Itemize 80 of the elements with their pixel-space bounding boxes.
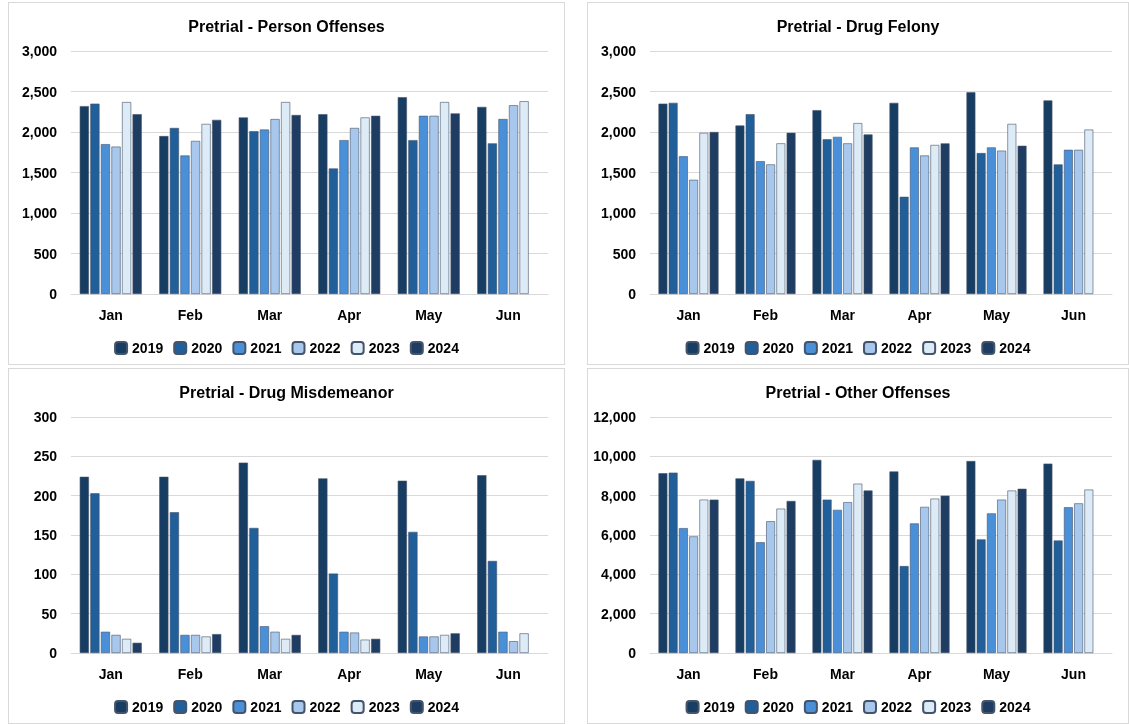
y-tick-label: 0 — [49, 286, 58, 302]
y-tick-label: 1,000 — [600, 205, 637, 221]
x-tick-label: Apr — [337, 666, 362, 682]
y-tick-label: 6,000 — [600, 527, 637, 543]
legend-label: 2024 — [427, 340, 460, 356]
legend-label: 2019 — [703, 699, 735, 715]
x-tick-label: Jun — [495, 666, 521, 682]
legend-label: 2022 — [881, 699, 913, 715]
legend-label: 2022 — [309, 340, 341, 356]
x-tick-label: Apr — [907, 307, 933, 323]
x-tick-label: May — [415, 307, 443, 323]
legend-label: 2023 — [940, 699, 972, 715]
x-tick-label: May — [982, 666, 1011, 682]
legend-label: 2020 — [191, 699, 223, 715]
y-tick-label: 0 — [628, 645, 637, 661]
legend-label: 2021 — [250, 340, 282, 356]
x-tick-label: Jun — [1061, 307, 1086, 323]
x-tick-label: Jun — [1061, 666, 1086, 682]
legend-label: 2024 — [999, 340, 1031, 356]
x-tick-label: Jan — [98, 307, 123, 323]
y-tick-label: 1,500 — [21, 164, 58, 181]
x-tick-label: Jan — [676, 307, 701, 323]
legend-label: 2024 — [999, 699, 1031, 715]
y-tick-label: 3,000 — [600, 43, 637, 59]
x-tick-label: Feb — [753, 307, 778, 323]
legend-label: 2021 — [821, 699, 854, 715]
y-tick-label: 0 — [628, 286, 637, 302]
legend-label: 2021 — [821, 340, 854, 356]
y-tick-label: 2,500 — [600, 83, 637, 100]
y-tick-label: 500 — [612, 245, 637, 262]
legend-label: 2020 — [762, 699, 795, 715]
x-tick-label: Jun — [495, 307, 521, 323]
chart-title: Pretrial - Drug Misdemeanor — [179, 383, 394, 401]
chart-title: Pretrial - Person Offenses — [188, 17, 385, 35]
chart-title: Pretrial - Drug Felony — [776, 17, 940, 35]
legend-label: 2020 — [191, 340, 223, 356]
y-tick-label: 4,000 — [600, 566, 637, 583]
y-tick-label: 200 — [33, 487, 58, 504]
x-tick-label: Mar — [830, 307, 856, 323]
x-tick-label: Feb — [177, 307, 203, 323]
x-tick-label: May — [415, 666, 443, 682]
x-tick-label: Apr — [907, 666, 933, 682]
y-tick-label: 0 — [49, 645, 58, 661]
legend-label: 2024 — [427, 699, 460, 715]
legend-label: 2023 — [940, 340, 972, 356]
y-tick-label: 2,000 — [600, 124, 637, 140]
legend-label: 2022 — [881, 340, 913, 356]
y-tick-label: 1,500 — [600, 164, 637, 181]
x-tick-label: Jan — [98, 666, 123, 682]
legend-label: 2019 — [132, 340, 164, 356]
legend-label: 2023 — [368, 340, 400, 356]
y-tick-label: 10,000 — [593, 448, 637, 465]
x-tick-label: Mar — [257, 666, 283, 682]
x-tick-label: Feb — [177, 666, 203, 682]
legend-label: 2019 — [132, 699, 164, 715]
x-tick-label: Jan — [676, 666, 701, 682]
legend-label: 2023 — [368, 699, 400, 715]
y-tick-label: 8,000 — [600, 487, 637, 504]
legend-label: 2019 — [703, 340, 735, 356]
legend-label: 2022 — [309, 699, 341, 715]
x-tick-label: Mar — [257, 307, 283, 323]
chart-title: Pretrial - Other Offenses — [765, 383, 951, 401]
legend-label: 2020 — [762, 340, 795, 356]
y-tick-label: 2,500 — [21, 83, 58, 100]
y-tick-label: 2,000 — [600, 605, 637, 622]
y-tick-label: 150 — [33, 527, 58, 543]
y-tick-label: 1,000 — [21, 205, 58, 221]
y-tick-label: 250 — [33, 448, 58, 465]
x-tick-label: May — [982, 307, 1011, 323]
y-tick-label: 300 — [33, 409, 58, 425]
y-tick-label: 2,000 — [21, 124, 58, 140]
x-tick-label: Feb — [753, 666, 778, 682]
y-tick-label: 50 — [41, 605, 58, 622]
y-tick-label: 100 — [33, 566, 58, 583]
y-tick-label: 3,000 — [21, 43, 58, 59]
y-tick-label: 12,000 — [593, 409, 637, 425]
x-tick-label: Mar — [830, 666, 856, 682]
x-tick-label: Apr — [337, 307, 362, 323]
legend-label: 2021 — [250, 699, 282, 715]
y-tick-label: 500 — [33, 245, 58, 262]
